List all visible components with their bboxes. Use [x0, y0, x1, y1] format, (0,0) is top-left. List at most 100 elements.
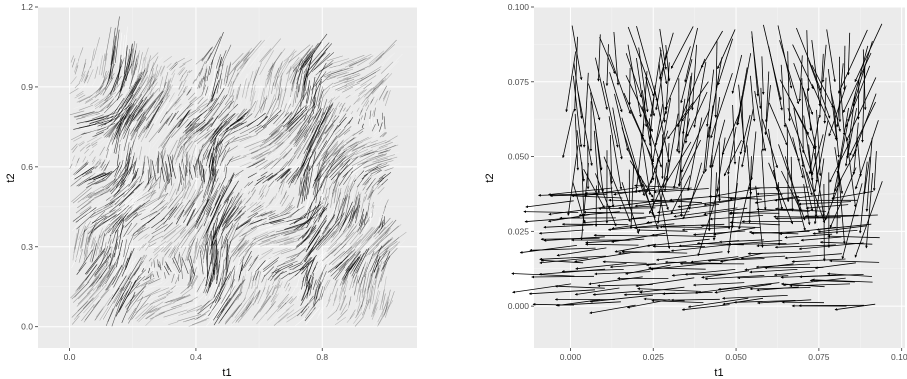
flow-segment — [252, 102, 258, 114]
flow-segment — [128, 233, 135, 247]
flow-segment — [207, 77, 216, 101]
flow-segment — [312, 286, 318, 306]
flow-segment — [168, 196, 178, 209]
flow-segment — [221, 215, 233, 231]
flow-segment — [346, 105, 351, 112]
flow-segment — [104, 26, 112, 61]
flow-segment — [377, 158, 392, 163]
flow-segment — [182, 317, 192, 322]
flow-segment — [196, 304, 209, 314]
flow-segment — [99, 70, 110, 90]
flow-segment — [214, 260, 230, 299]
flow-segment — [328, 250, 345, 265]
flow-segment — [342, 141, 358, 151]
flow-segment — [74, 226, 80, 249]
flow-segment — [359, 51, 376, 64]
flow-segment — [374, 98, 378, 106]
flow-segment — [322, 82, 334, 92]
flow-segment — [151, 160, 157, 181]
flow-segment — [76, 297, 95, 317]
flow-segment — [76, 173, 96, 187]
flow-segment — [350, 251, 362, 267]
flow-segment — [278, 87, 283, 107]
flow-segment — [148, 267, 151, 274]
flow-segment — [164, 272, 166, 279]
flow-segment — [199, 117, 214, 132]
flow-segment — [105, 148, 109, 158]
flow-segment — [105, 266, 116, 285]
flow-segment — [127, 296, 139, 309]
flow-segment — [81, 304, 95, 322]
flow-segment — [70, 165, 77, 173]
flow-segment — [196, 98, 208, 109]
flow-segment — [235, 86, 240, 99]
flow-segment — [122, 160, 137, 185]
flow-segment — [124, 148, 131, 174]
flow-segment — [270, 293, 279, 306]
flow-segment — [267, 61, 276, 85]
flow-segment — [133, 101, 152, 128]
flow-segment — [238, 264, 244, 278]
flow-segment — [286, 95, 292, 113]
flow-segment — [138, 52, 144, 75]
flow-segment — [86, 183, 102, 194]
flow-segment — [267, 133, 279, 143]
flow-segment — [110, 231, 115, 256]
flow-segment — [268, 181, 275, 191]
flow-segment — [340, 137, 357, 149]
flow-segment — [226, 241, 231, 261]
flow-segment — [166, 78, 170, 87]
flow-segment — [235, 220, 245, 228]
flow-segment — [106, 132, 114, 151]
flow-segment — [71, 300, 89, 318]
flow-segment — [199, 300, 210, 311]
flow-segment — [355, 149, 368, 155]
flow-segment — [337, 212, 345, 227]
flow-segment — [300, 227, 317, 245]
flow-segment — [306, 165, 311, 200]
flow-segment — [245, 146, 268, 156]
flow-segment — [167, 245, 176, 258]
flow-segment — [227, 254, 229, 273]
flow-segment — [169, 265, 175, 274]
flow-segment — [132, 307, 142, 317]
flow-segment — [77, 276, 100, 300]
flow-segment — [259, 145, 276, 156]
flow-segment — [262, 115, 272, 125]
flow-segment — [297, 157, 310, 179]
flow-segment — [148, 294, 159, 300]
flow-segment — [163, 222, 173, 232]
flow-segment — [264, 100, 277, 120]
flow-segment — [187, 118, 195, 127]
flow-segment — [213, 281, 237, 319]
flow-segment — [145, 192, 169, 208]
flow-segment — [258, 234, 276, 241]
flow-segment — [300, 295, 314, 313]
flow-segment — [220, 100, 232, 113]
flow-segment — [72, 281, 95, 303]
flow-segment — [341, 102, 346, 108]
flow-segment — [101, 288, 121, 321]
flow-segment — [274, 263, 294, 274]
y-tick-label: 1.2 — [21, 2, 33, 12]
flow-segment — [180, 136, 192, 150]
y-tick-label: 0.3 — [21, 242, 33, 252]
flow-segment — [269, 301, 276, 310]
flow-segment — [377, 237, 400, 257]
flow-segment — [345, 83, 355, 88]
flow-segment — [264, 98, 276, 119]
flow-segment — [334, 144, 358, 164]
flow-segment — [91, 273, 101, 287]
flow-segment — [361, 270, 368, 293]
flow-segment — [143, 196, 168, 210]
flow-segment — [319, 167, 330, 183]
flow-segment — [91, 172, 106, 179]
flow-segment — [374, 81, 386, 97]
flow-segment — [167, 66, 174, 79]
flow-segment — [259, 63, 267, 90]
flow-segment — [247, 63, 257, 85]
flow-segment — [366, 140, 387, 148]
flow-segment — [186, 119, 192, 127]
flow-segment — [88, 146, 96, 154]
flow-segment — [99, 146, 105, 156]
